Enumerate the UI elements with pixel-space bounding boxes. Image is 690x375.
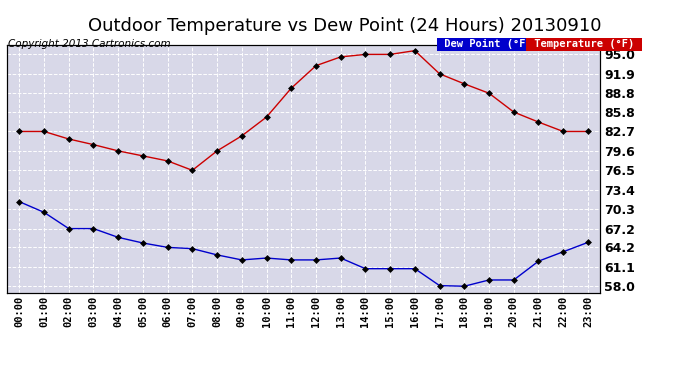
Text: Copyright 2013 Cartronics.com: Copyright 2013 Cartronics.com bbox=[8, 39, 171, 50]
Text: Temperature (°F): Temperature (°F) bbox=[528, 39, 640, 50]
Text: Dew Point (°F): Dew Point (°F) bbox=[438, 39, 538, 50]
Text: Outdoor Temperature vs Dew Point (24 Hours) 20130910: Outdoor Temperature vs Dew Point (24 Hou… bbox=[88, 17, 602, 35]
